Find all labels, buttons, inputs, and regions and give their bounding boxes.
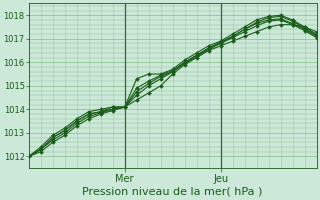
X-axis label: Pression niveau de la mer( hPa ): Pression niveau de la mer( hPa ): [83, 187, 263, 197]
